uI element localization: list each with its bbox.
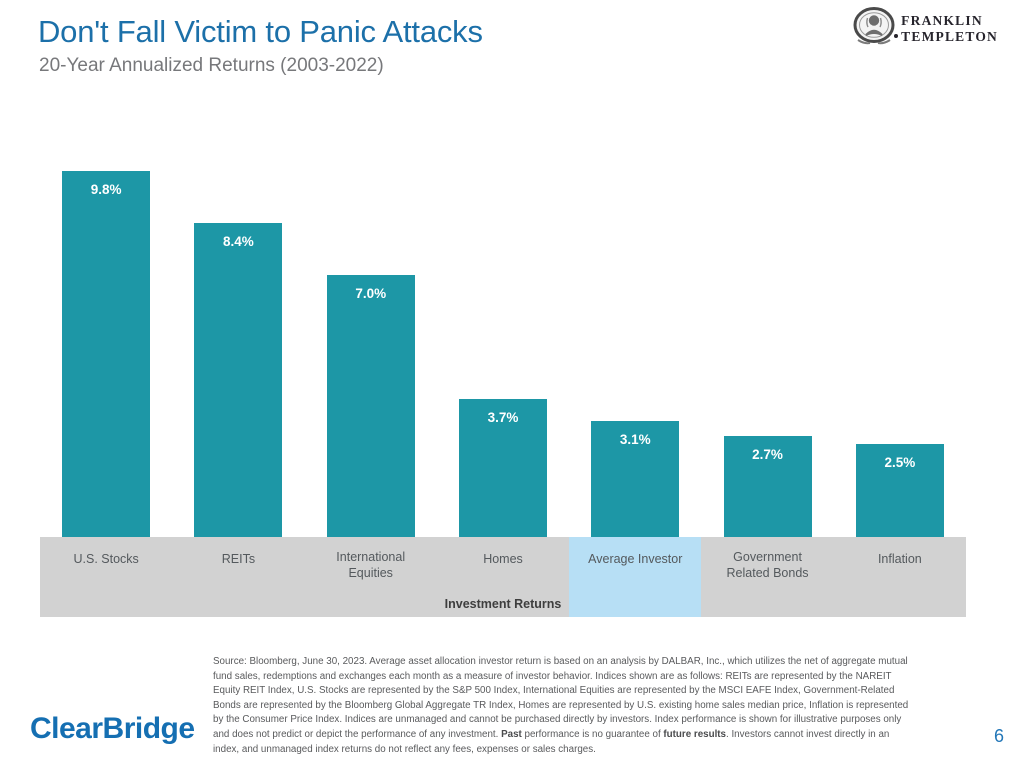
category-label-text: U.S. Stocks bbox=[73, 552, 139, 566]
bar-column-average-investor: 3.1% bbox=[569, 150, 701, 537]
clearbridge-logo: ClearBridge bbox=[30, 712, 195, 745]
category-label-government-related-bonds: Government Related Bonds bbox=[701, 537, 833, 617]
bar-column-homes: 3.7% bbox=[437, 150, 569, 537]
footnote-text-2: performance is no guarantee of bbox=[521, 728, 664, 740]
bar-column-inflation: 2.5% bbox=[834, 150, 966, 537]
category-label-reits: REITs bbox=[172, 537, 304, 617]
category-label-text: Inflation bbox=[877, 552, 922, 566]
bar-value-label-average-investor: 3.1% bbox=[619, 432, 651, 447]
brand-line-1: FRANKLIN bbox=[901, 12, 983, 28]
category-label-text: Average Investor bbox=[588, 552, 683, 566]
franklin-portrait-icon bbox=[852, 6, 896, 51]
bar-column-u-s-stocks: 9.8% bbox=[40, 150, 172, 537]
plot-area: 9.8% 8.4% 7.0% 3.7% 3.1% 2.7% 2.5% bbox=[40, 150, 966, 537]
bar-average-investor: 3.1% bbox=[591, 421, 680, 537]
category-label-text: Homes bbox=[483, 552, 523, 566]
bar-international-equities: 7.0% bbox=[326, 275, 415, 537]
bar-value-label-reits: 8.4% bbox=[223, 234, 254, 249]
bar-column-reits: 8.4% bbox=[172, 150, 304, 537]
source-footnote: Source: Bloomberg, June 30, 2023. Averag… bbox=[213, 655, 914, 757]
brand-line-2: TEMPLETON bbox=[901, 28, 998, 44]
bar-value-label-inflation: 2.5% bbox=[884, 455, 916, 470]
bar-column-government-related-bonds: 2.7% bbox=[701, 150, 833, 537]
bar-value-label-u-s-stocks: 9.8% bbox=[90, 182, 122, 197]
category-band-labels: U.S. Stocks REITs International Equities Ho… bbox=[40, 537, 966, 617]
footnote-bold-past: Past bbox=[501, 728, 522, 740]
bar-homes: 3.7% bbox=[458, 399, 547, 537]
footnote-bold-future-results: future results bbox=[663, 728, 727, 740]
bar-chart: 9.8% 8.4% 7.0% 3.7% 3.1% 2.7% 2.5% U.S. Stocks… bbox=[40, 150, 966, 617]
category-label-international-equities: International Equities bbox=[305, 537, 437, 617]
bar-value-label-homes: 3.7% bbox=[487, 410, 519, 425]
bar-column-international-equities: 7.0% bbox=[305, 150, 437, 537]
franklin-templeton-wordmark: FRANKLIN TEMPLETON bbox=[894, 12, 998, 45]
footnote-text-3: . Investors cannot invest directly in an… bbox=[213, 728, 890, 755]
category-label-text: Government Related Bonds bbox=[726, 550, 809, 580]
category-label-highlighted-average-investor: Average Investor bbox=[569, 537, 702, 617]
brand-dot-icon bbox=[894, 34, 899, 39]
page-title: Don't Fall Victim to Panic Attacks bbox=[38, 14, 483, 49]
bar-inflation: 2.5% bbox=[855, 444, 944, 537]
category-label-u-s-stocks: U.S. Stocks bbox=[40, 537, 172, 617]
bar-reits: 8.4% bbox=[194, 223, 283, 537]
page-number: 6 bbox=[993, 726, 1004, 746]
footnote-text: Source: Bloomberg, June 30, 2023. Averag… bbox=[213, 656, 909, 740]
x-axis-title: Investment Returns bbox=[444, 597, 562, 611]
bar-government-related-bonds: 2.7% bbox=[723, 436, 812, 537]
category-band: U.S. Stocks REITs International Equities Ho… bbox=[40, 537, 966, 617]
category-label-inflation: Inflation bbox=[834, 537, 966, 617]
category-label-text: International Equities bbox=[336, 550, 406, 580]
category-label-text: REITs bbox=[221, 552, 256, 566]
page-subtitle: 20-Year Annualized Returns (2003-2022) bbox=[39, 55, 384, 76]
category-label-homes: Homes bbox=[437, 537, 569, 617]
bar-value-label-international-equities: 7.0% bbox=[355, 286, 387, 301]
bar-value-label-government-related-bonds: 2.7% bbox=[752, 447, 783, 462]
bar-u-s-stocks: 9.8% bbox=[62, 171, 151, 537]
franklin-templeton-logo: FRANKLIN TEMPLETON bbox=[852, 6, 998, 51]
